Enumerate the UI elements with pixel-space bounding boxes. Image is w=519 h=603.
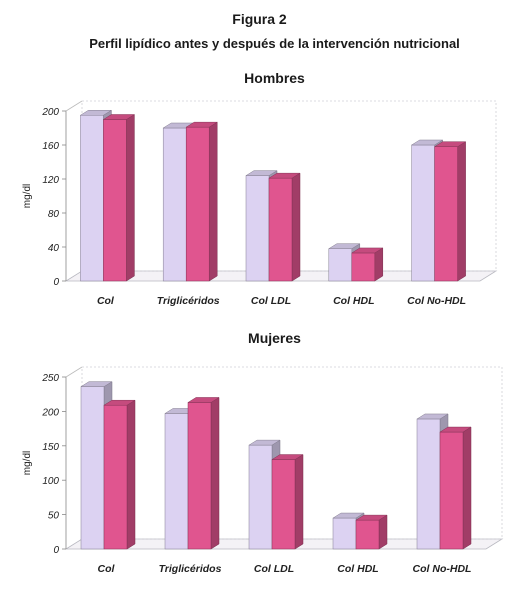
y-tick-label: 150 <box>42 442 59 453</box>
bar-front-face <box>185 126 210 282</box>
bar-side-face <box>374 247 384 282</box>
y-tick-label: 40 <box>48 243 60 254</box>
y-tick-label: 50 <box>48 511 60 522</box>
x-tick-label-col-ldl: Col LDL <box>254 563 294 575</box>
bar-col-hdl-despues <box>355 514 388 550</box>
bar-side-face <box>294 454 304 550</box>
y-tick-label: 100 <box>42 476 59 487</box>
x-tick-label-col-no-hdl: Col No-HDL <box>413 563 472 575</box>
y-tick-label: 160 <box>42 141 59 152</box>
bar-front-face <box>271 459 296 550</box>
bar-top-face <box>433 141 467 147</box>
bar-top-face <box>187 397 220 403</box>
bar-col-hdl-despues <box>350 247 384 282</box>
bar-front-face <box>411 144 435 282</box>
bar-side-face <box>291 172 301 282</box>
bar-front-face <box>355 519 380 550</box>
figure-title: Figura 2 <box>232 11 287 27</box>
bar-top-face <box>327 243 361 249</box>
bar-top-face <box>439 426 472 433</box>
bar-side-face <box>378 514 388 550</box>
chart-title-hombres: Hombres <box>244 70 305 86</box>
bar-front-face <box>268 177 293 282</box>
bar-front-face <box>164 413 189 550</box>
x-tick-label-trigliceridos: Triglicéridos <box>157 295 220 307</box>
bar-top-face <box>355 514 388 521</box>
bar-trigliceridos-despues <box>187 397 220 550</box>
bar-chart-hombres: 0 40 80 120 160 200 mg/dl Col Triglicéridos Col L… <box>22 100 498 307</box>
bar-front-face <box>187 402 212 550</box>
bar-top-face <box>416 413 449 420</box>
y-axis-depth-line <box>65 100 83 112</box>
y-axis-depth-line <box>65 366 83 378</box>
bar-top-face <box>102 114 136 120</box>
bar-side-face <box>210 397 220 550</box>
bar-side-face <box>126 114 135 282</box>
bar-top-face <box>245 170 278 176</box>
bar-front-face <box>416 418 441 550</box>
x-tick-label-trigliceridos: Triglicéridos <box>159 563 222 575</box>
chart-title-mujeres: Mujeres <box>248 330 301 346</box>
y-tick-label: 80 <box>48 209 60 220</box>
bar-front-face <box>103 404 128 550</box>
bar-trigliceridos-despues <box>185 121 219 282</box>
bar-top-face <box>268 172 301 179</box>
bar-front-face <box>328 248 353 282</box>
bar-top-face <box>185 121 219 128</box>
bar-top-face <box>248 439 281 446</box>
bar-side-face <box>457 141 466 282</box>
y-tick-label: 0 <box>53 545 59 556</box>
y-axis-label: mg/dl <box>22 184 33 208</box>
bar-side-face <box>208 121 218 282</box>
bar-side-face <box>126 399 136 550</box>
bar-col-ldl-despues <box>268 172 301 282</box>
bar-top-face <box>103 399 136 406</box>
bar-front-face <box>351 252 376 282</box>
bar-col-ldl-despues <box>271 454 304 550</box>
x-tick-label-col-hdl: Col HDL <box>337 563 378 575</box>
x-tick-label-col-no-hdl: Col No-HDL <box>407 295 466 307</box>
bar-front-face <box>103 119 127 282</box>
bar-col-despues <box>102 114 136 282</box>
bar-top-face <box>271 454 304 460</box>
bar-top-face <box>79 110 113 116</box>
bar-front-face <box>80 115 104 282</box>
y-tick-label: 200 <box>41 407 59 418</box>
bar-top-face <box>350 247 384 254</box>
x-tick-label-col: Col <box>97 295 115 307</box>
bar-front-face <box>332 517 357 550</box>
bar-front-face <box>434 146 458 282</box>
y-axis-label: mg/dl <box>22 451 33 475</box>
bar-col-no-hdl-despues <box>439 426 472 550</box>
bar-front-face <box>162 127 187 282</box>
bar-front-face <box>248 444 273 550</box>
bar-front-face <box>80 386 105 550</box>
bar-col-despues <box>103 399 136 550</box>
x-tick-label-col: Col <box>98 563 116 575</box>
figure-subtitle: Perfil lipídico antes y después de la in… <box>89 36 460 51</box>
bar-col-no-hdl-despues <box>433 141 467 282</box>
bar-top-face <box>332 512 365 519</box>
bar-front-face <box>439 431 464 550</box>
x-tick-label-col-hdl: Col HDL <box>333 295 374 307</box>
bar-top-face <box>410 139 444 146</box>
bar-top-face <box>80 381 113 387</box>
y-tick-label: 120 <box>42 175 59 186</box>
x-tick-label-col-ldl: Col LDL <box>251 295 291 307</box>
bar-chart-mujeres: 0 50 100 150 200 250 mg/dl Col Triglicéridos Col … <box>22 366 504 575</box>
y-tick-label: 250 <box>41 373 59 384</box>
y-tick-label: 0 <box>53 277 59 288</box>
bar-front-face <box>245 175 270 282</box>
bar-side-face <box>462 426 472 550</box>
y-tick-label: 200 <box>41 107 59 118</box>
